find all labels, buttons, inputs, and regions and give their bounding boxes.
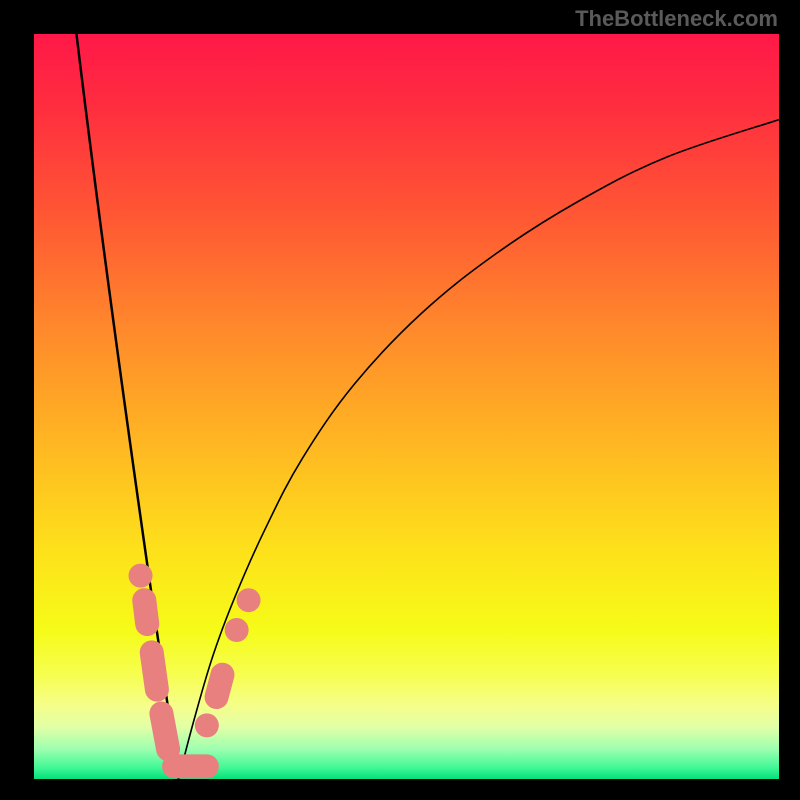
marker-pill bbox=[217, 675, 223, 697]
marker-dot bbox=[225, 618, 249, 642]
marker-dot bbox=[237, 588, 261, 612]
chart-svg bbox=[34, 34, 779, 779]
marker-dot bbox=[129, 564, 153, 588]
watermark-text: TheBottleneck.com bbox=[575, 6, 778, 32]
marker-pill bbox=[161, 713, 168, 749]
plot-area bbox=[34, 34, 779, 779]
marker-dot bbox=[195, 713, 219, 737]
marker-pill bbox=[144, 600, 147, 624]
marker-pill bbox=[152, 652, 157, 689]
chart-container: TheBottleneck.com bbox=[0, 0, 800, 800]
